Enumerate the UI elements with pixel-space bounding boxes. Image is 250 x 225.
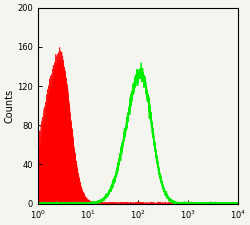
Y-axis label: Counts: Counts xyxy=(4,89,14,123)
